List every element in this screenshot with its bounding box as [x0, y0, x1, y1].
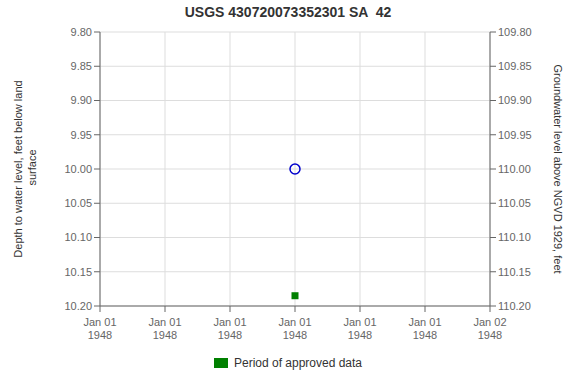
svg-text:Jan 021948: Jan 021948 [473, 316, 506, 341]
svg-text:10.05: 10.05 [64, 197, 92, 209]
svg-text:109.85: 109.85 [498, 60, 532, 72]
svg-text:110.15: 110.15 [498, 266, 531, 278]
svg-text:Groundwater level above NGVD 1: Groundwater level above NGVD 1929, feet [552, 64, 564, 273]
html-text:USGS 430720073352301 SA 42: USGS 430720073352301 SA 42 [184, 4, 392, 20]
html-text:Period of approved data: Period of approved data [234, 356, 362, 370]
svg-text:9.95: 9.95 [71, 129, 92, 141]
svg-text:10.00: 10.00 [64, 163, 92, 175]
svg-text:Jan 011948: Jan 011948 [278, 316, 311, 341]
svg-text:10.20: 10.20 [64, 300, 92, 312]
svg-text:Jan 011948: Jan 011948 [408, 316, 441, 341]
svg-text:10.15: 10.15 [64, 266, 92, 278]
svg-text:Depth to water level, feet bel: Depth to water level, feet below land [12, 80, 24, 257]
svg-text:Jan 011948: Jan 011948 [343, 316, 376, 341]
svg-text:109.90: 109.90 [498, 94, 532, 106]
svg-text:110.20: 110.20 [498, 300, 531, 312]
svg-text:9.90: 9.90 [71, 94, 92, 106]
svg-text:9.80: 9.80 [71, 26, 92, 38]
svg-text:9.85: 9.85 [71, 60, 92, 72]
svg-text:Jan 011948: Jan 011948 [148, 316, 181, 341]
svg-text:110.10: 110.10 [498, 231, 531, 243]
svg-text:Jan 011948: Jan 011948 [213, 316, 246, 341]
svg-text:109.80: 109.80 [498, 26, 532, 38]
svg-text:110.05: 110.05 [498, 197, 531, 209]
svg-text:Jan 011948: Jan 011948 [83, 316, 116, 341]
svg-text:109.95: 109.95 [498, 129, 532, 141]
svg-text:surface: surface [26, 149, 38, 188]
svg-text:10.10: 10.10 [64, 231, 92, 243]
svg-text:110.00: 110.00 [498, 163, 531, 175]
